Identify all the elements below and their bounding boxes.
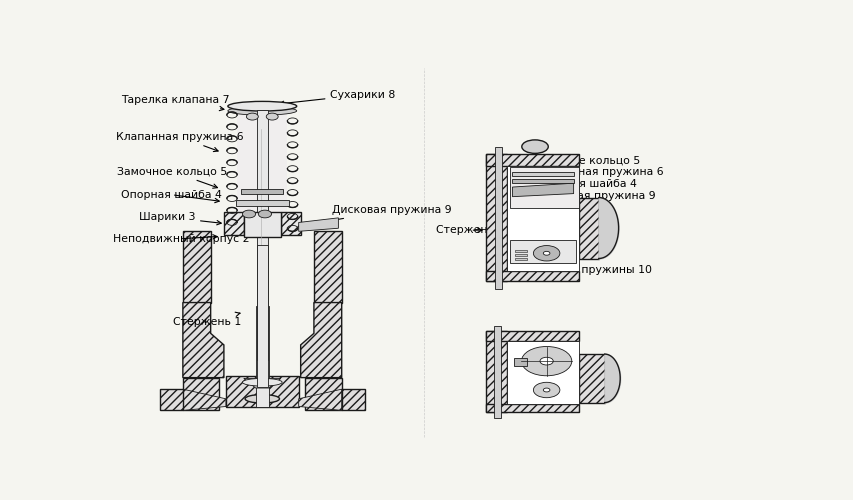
Bar: [281, 212, 300, 235]
Bar: [160, 389, 183, 410]
Bar: [512, 178, 573, 183]
Circle shape: [539, 358, 553, 365]
Text: Шарики 3: Шарики 3: [138, 212, 221, 225]
Bar: [493, 326, 500, 418]
Bar: [255, 306, 269, 406]
Polygon shape: [183, 302, 223, 378]
Ellipse shape: [245, 394, 279, 403]
Bar: [183, 378, 219, 410]
Text: Стержень 1: Стержень 1: [436, 225, 504, 235]
Circle shape: [242, 210, 255, 218]
Ellipse shape: [242, 378, 281, 386]
Ellipse shape: [521, 140, 548, 153]
Bar: [243, 212, 281, 237]
Ellipse shape: [228, 106, 296, 115]
Polygon shape: [300, 302, 341, 378]
Text: Дисковая пружина 9: Дисковая пружина 9: [530, 190, 654, 200]
Circle shape: [543, 388, 549, 392]
Bar: [237, 112, 287, 232]
Bar: [510, 166, 578, 208]
Polygon shape: [299, 389, 341, 410]
Text: Замочное кольцо 5: Замочное кольцо 5: [117, 166, 227, 188]
Text: Корпус 2: Корпус 2: [547, 236, 612, 246]
Circle shape: [258, 210, 271, 218]
Bar: [225, 376, 299, 406]
Text: Клапанная пружина 6: Клапанная пружина 6: [116, 132, 243, 152]
Bar: [485, 404, 578, 412]
Bar: [183, 232, 211, 302]
Bar: [314, 232, 341, 302]
Circle shape: [543, 252, 549, 255]
Bar: [514, 254, 526, 256]
Bar: [485, 332, 578, 341]
Text: Опорная шайба 4: Опорная шайба 4: [530, 179, 635, 189]
Text: Возвратные пружины 10: Возвратные пружины 10: [508, 262, 652, 275]
Circle shape: [533, 382, 560, 398]
Bar: [223, 212, 243, 235]
Bar: [495, 146, 502, 289]
Bar: [485, 154, 578, 166]
Text: Клапанная пружина 6: Клапанная пружина 6: [530, 166, 663, 180]
Bar: [510, 240, 575, 263]
Bar: [341, 389, 364, 410]
Circle shape: [533, 246, 560, 261]
Text: Дисковая пружина 9: Дисковая пружина 9: [287, 205, 451, 230]
Bar: [235, 200, 288, 206]
Bar: [305, 378, 341, 410]
Text: Тарелка клапана 7: Тарелка клапана 7: [121, 96, 229, 110]
Bar: [578, 354, 604, 403]
Text: Опорная шайба 4: Опорная шайба 4: [121, 190, 222, 202]
Bar: [257, 110, 267, 360]
Circle shape: [521, 346, 572, 376]
Text: Сухарики 8: Сухарики 8: [279, 90, 395, 106]
Polygon shape: [183, 389, 225, 410]
Bar: [514, 250, 526, 252]
Ellipse shape: [247, 113, 258, 120]
Bar: [514, 358, 526, 366]
Polygon shape: [512, 183, 573, 196]
Bar: [507, 166, 578, 270]
Bar: [257, 245, 267, 387]
Bar: [507, 341, 578, 404]
Polygon shape: [243, 378, 281, 388]
Bar: [512, 172, 573, 176]
Text: Неподвижный корпус 2: Неподвижный корпус 2: [113, 234, 250, 243]
Text: Замочное кольцо 5: Замочное кольцо 5: [519, 155, 640, 174]
Ellipse shape: [266, 113, 278, 120]
Bar: [241, 190, 283, 194]
Bar: [485, 332, 507, 412]
Bar: [485, 270, 578, 281]
Polygon shape: [299, 218, 338, 232]
Text: Шарики 3: Шарики 3: [534, 249, 600, 260]
Bar: [514, 258, 526, 260]
Bar: [485, 154, 507, 282]
Ellipse shape: [228, 102, 296, 111]
Bar: [578, 198, 598, 258]
Text: Стержень 1: Стержень 1: [172, 312, 241, 327]
